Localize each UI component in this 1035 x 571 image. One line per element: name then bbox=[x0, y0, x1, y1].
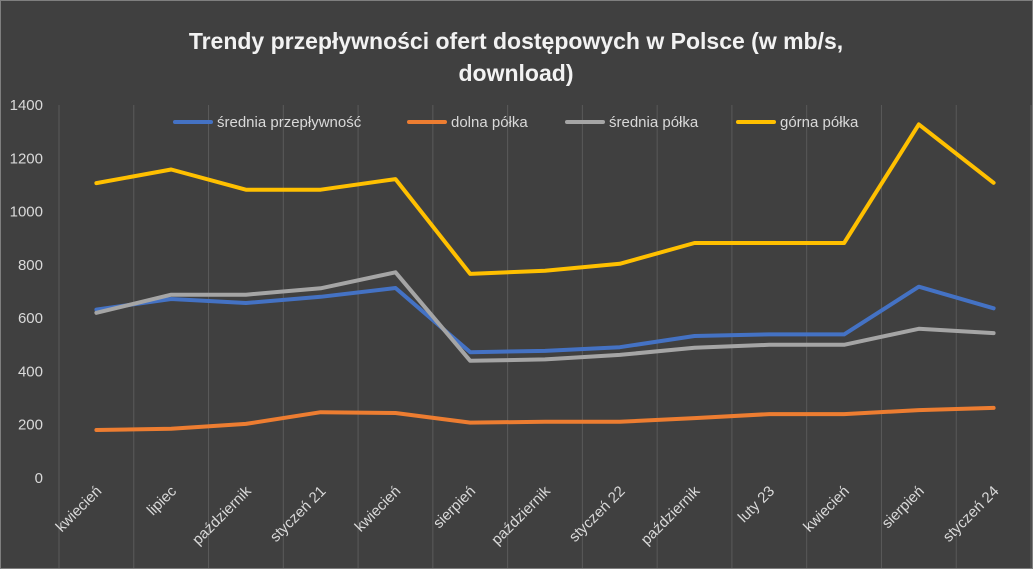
data-point bbox=[992, 306, 996, 310]
data-point bbox=[992, 331, 996, 335]
x-tick-label: sierpień bbox=[430, 483, 479, 532]
data-point bbox=[244, 188, 248, 192]
x-tick-label: styczeń 22 bbox=[566, 483, 629, 546]
data-point bbox=[393, 270, 397, 274]
data-point bbox=[618, 420, 622, 424]
data-point bbox=[917, 285, 921, 289]
series-line-0 bbox=[94, 284, 996, 355]
data-point bbox=[693, 241, 697, 245]
data-point bbox=[169, 297, 173, 301]
data-point bbox=[618, 262, 622, 266]
data-point bbox=[319, 188, 323, 192]
data-point bbox=[543, 357, 547, 361]
y-tick-label: 400 bbox=[18, 363, 43, 380]
x-tick-label: styczeń 21 bbox=[267, 483, 330, 546]
data-point bbox=[543, 420, 547, 424]
data-point bbox=[169, 167, 173, 171]
data-point bbox=[618, 353, 622, 357]
chart-title-line-2: download) bbox=[459, 60, 574, 86]
series-line-1 bbox=[94, 405, 996, 432]
legend-label: górna półka bbox=[780, 114, 859, 131]
data-point bbox=[842, 343, 846, 347]
x-tick-label: styczeń 24 bbox=[940, 483, 1003, 546]
x-tick-label: październik bbox=[638, 482, 704, 548]
data-point bbox=[393, 411, 397, 415]
data-point bbox=[319, 410, 323, 414]
data-point bbox=[319, 295, 323, 299]
legend-label: średnia półka bbox=[609, 114, 699, 131]
data-point bbox=[468, 421, 472, 425]
data-point bbox=[94, 311, 98, 315]
y-tick-label: 1400 bbox=[10, 97, 43, 114]
data-point bbox=[244, 301, 248, 305]
data-point bbox=[468, 350, 472, 354]
chart-title-line-1: Trendy przepływności ofert dostępowych w… bbox=[189, 28, 843, 54]
data-point bbox=[917, 327, 921, 331]
data-point bbox=[842, 332, 846, 336]
y-tick-label: 200 bbox=[18, 417, 43, 434]
x-tick-label: kwiecień bbox=[352, 483, 405, 536]
data-point bbox=[693, 334, 697, 338]
x-tick-label: sierpień bbox=[879, 483, 928, 532]
data-point bbox=[169, 427, 173, 431]
data-point bbox=[917, 122, 921, 126]
y-tick-label: 600 bbox=[18, 310, 43, 327]
data-point bbox=[169, 293, 173, 297]
data-point bbox=[468, 359, 472, 363]
data-point bbox=[244, 293, 248, 297]
x-tick-label: lipiec bbox=[144, 482, 181, 519]
data-point bbox=[244, 422, 248, 426]
data-point bbox=[94, 181, 98, 185]
data-point bbox=[468, 272, 472, 276]
data-point bbox=[543, 269, 547, 273]
x-tick-label: kwiecień bbox=[53, 483, 106, 536]
x-tick-label: luty 23 bbox=[735, 483, 778, 526]
data-point bbox=[767, 412, 771, 416]
y-tick-label: 1000 bbox=[10, 204, 43, 221]
x-tick-label: październik bbox=[189, 482, 255, 548]
data-point bbox=[767, 241, 771, 245]
data-point bbox=[94, 428, 98, 432]
legend-label: dolna półka bbox=[451, 114, 528, 131]
series-lines bbox=[94, 122, 996, 432]
series-line-3 bbox=[94, 122, 996, 276]
data-point bbox=[693, 346, 697, 350]
data-point bbox=[693, 416, 697, 420]
data-point bbox=[618, 345, 622, 349]
data-point bbox=[917, 408, 921, 412]
data-point bbox=[767, 343, 771, 347]
data-point bbox=[842, 412, 846, 416]
series-line-2 bbox=[94, 270, 996, 363]
data-point bbox=[992, 181, 996, 185]
x-tick-label: kwiecień bbox=[800, 483, 853, 536]
y-tick-label: 0 bbox=[35, 470, 43, 487]
y-tick-label: 800 bbox=[18, 257, 43, 274]
legend-label: średnia przepływność bbox=[217, 114, 362, 131]
data-point bbox=[319, 286, 323, 290]
legend: średnia przepływność dolna półka średnia p… bbox=[173, 114, 859, 131]
data-point bbox=[992, 406, 996, 410]
data-point bbox=[393, 286, 397, 290]
data-point bbox=[543, 349, 547, 353]
data-point bbox=[767, 332, 771, 336]
y-tick-label: 1200 bbox=[10, 150, 43, 167]
x-tick-label: październik bbox=[488, 482, 554, 548]
data-point bbox=[393, 177, 397, 181]
data-point bbox=[842, 241, 846, 245]
